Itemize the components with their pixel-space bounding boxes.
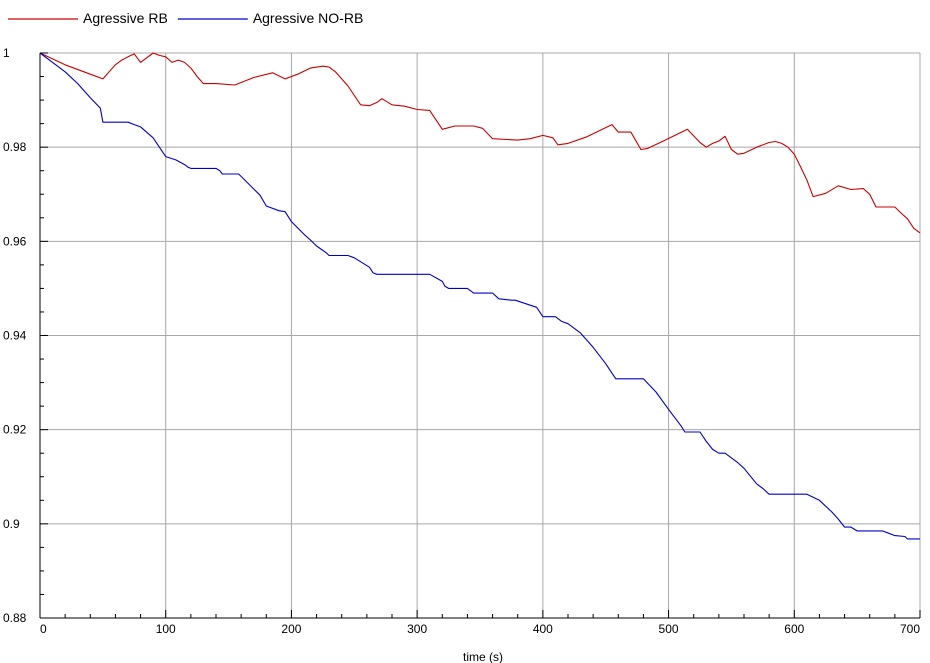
x-tick-label: 400 xyxy=(533,622,553,636)
x-tick-label: 0 xyxy=(40,622,47,636)
y-tick-label: 0.92 xyxy=(3,423,27,437)
y-tick-label: 0.98 xyxy=(3,140,27,154)
y-tick-label: 0.94 xyxy=(3,329,27,343)
x-tick-label: 100 xyxy=(156,622,176,636)
series-line-agressive-no-rb xyxy=(39,52,920,540)
series-line-agressive-rb xyxy=(39,52,921,234)
legend-label: Agressive NO-RB xyxy=(253,10,363,26)
x-tick-label: 600 xyxy=(784,622,804,636)
legend-label: Agressive RB xyxy=(83,10,168,26)
legend: Agressive RB Agressive NO-RB xyxy=(8,10,363,26)
axes: 0 100 200 300 400 500 600 700 0.88 0.9 0.92 0.94 0.9… xyxy=(3,46,921,636)
series-lines xyxy=(39,52,921,540)
x-tick-label: 300 xyxy=(407,622,427,636)
x-tick-label: 500 xyxy=(659,622,679,636)
grid xyxy=(39,52,921,619)
x-tick-label: 200 xyxy=(281,622,301,636)
y-tick-label: 1 xyxy=(3,46,10,60)
x-axis-label: time (s) xyxy=(463,650,503,663)
y-tick-label: 0.96 xyxy=(3,234,27,248)
y-tick-label: 0.9 xyxy=(3,517,20,531)
x-tick-label: 700 xyxy=(900,622,920,636)
y-tick-label: 0.88 xyxy=(3,611,27,625)
